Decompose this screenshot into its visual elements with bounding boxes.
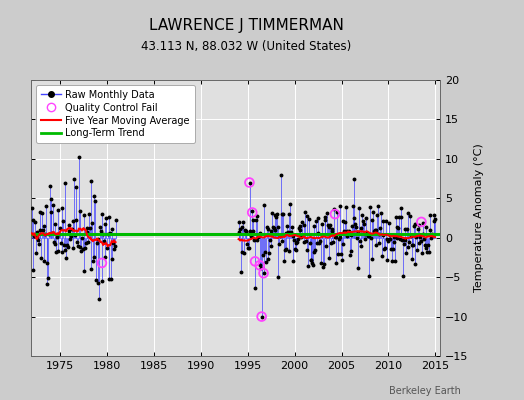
Point xyxy=(251,258,259,264)
Point xyxy=(97,260,106,266)
Point xyxy=(417,219,425,225)
Text: Berkeley Earth: Berkeley Earth xyxy=(389,386,461,396)
Point xyxy=(248,209,256,216)
Point xyxy=(259,270,268,276)
Point xyxy=(257,313,266,320)
Point xyxy=(331,211,339,217)
Y-axis label: Temperature Anomaly (°C): Temperature Anomaly (°C) xyxy=(474,144,484,292)
Text: LAWRENCE J TIMMERMAN: LAWRENCE J TIMMERMAN xyxy=(149,18,344,33)
Legend: Raw Monthly Data, Quality Control Fail, Five Year Moving Average, Long-Term Tren: Raw Monthly Data, Quality Control Fail, … xyxy=(36,85,195,143)
Point xyxy=(256,262,264,268)
Text: 43.113 N, 88.032 W (United States): 43.113 N, 88.032 W (United States) xyxy=(141,40,352,53)
Point xyxy=(245,179,254,186)
